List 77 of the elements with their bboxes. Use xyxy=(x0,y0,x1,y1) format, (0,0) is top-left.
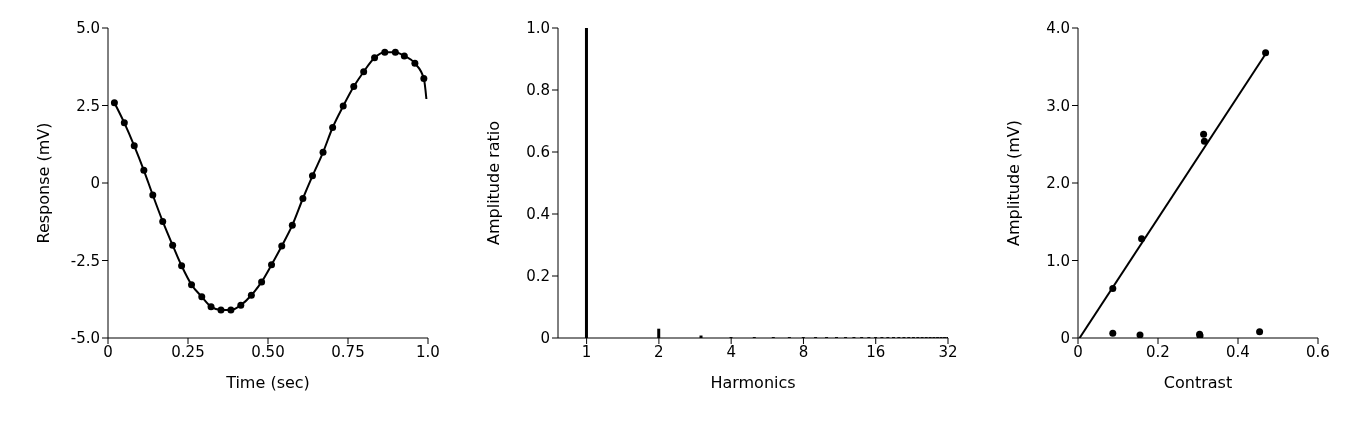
x-tick-label: 0.50 xyxy=(251,342,285,361)
y-tick-label: 0 xyxy=(540,329,550,348)
point xyxy=(1109,284,1117,292)
point xyxy=(217,306,225,314)
y-axis-title: Amplitude ratio xyxy=(483,121,503,245)
y-tick-label: 1.0 xyxy=(1046,251,1070,270)
x-tick-label: 4 xyxy=(726,342,736,361)
point xyxy=(178,262,186,270)
point xyxy=(278,242,286,250)
y-tick-label: 0.8 xyxy=(526,81,550,100)
point xyxy=(411,59,419,67)
point xyxy=(110,99,118,107)
point xyxy=(339,102,347,110)
y-tick-label: 0.6 xyxy=(526,143,550,162)
point xyxy=(420,75,428,83)
x-tick-label: 0.4 xyxy=(1226,342,1250,361)
x-axis-title: Contrast xyxy=(1163,373,1233,392)
x-tick-label: 0.2 xyxy=(1146,342,1170,361)
point xyxy=(1138,235,1146,243)
x-tick-label: 16 xyxy=(866,342,886,361)
x-tick-label: 0 xyxy=(1073,342,1083,361)
x-tick-label: 0.6 xyxy=(1306,342,1330,361)
point xyxy=(308,172,316,180)
point xyxy=(1109,329,1117,337)
point xyxy=(1200,137,1208,145)
point xyxy=(371,54,379,62)
y-axis-title: Amplitude (mV) xyxy=(1003,119,1023,247)
y-tick-label: -5.0 xyxy=(70,329,100,348)
point xyxy=(381,48,389,56)
x-tick-label: 32 xyxy=(938,342,958,361)
y-tick-label: 0.2 xyxy=(526,267,550,286)
point xyxy=(207,303,215,311)
point xyxy=(1262,49,1270,57)
point xyxy=(391,48,399,56)
x-tick-label: 0.25 xyxy=(171,342,205,361)
x-tick-label: 0 xyxy=(103,342,113,361)
y-tick-label: 0 xyxy=(90,174,100,193)
y-tick-label: 4.0 xyxy=(1046,19,1070,38)
x-tick-label: 1 xyxy=(581,342,592,361)
point xyxy=(149,191,157,199)
point xyxy=(188,281,196,289)
y-tick-label: -2.5 xyxy=(70,251,100,270)
point xyxy=(400,52,408,60)
point xyxy=(1136,331,1144,338)
point xyxy=(350,83,358,91)
x-tick-label: 0.75 xyxy=(331,342,365,361)
point xyxy=(237,301,245,309)
point xyxy=(169,241,177,249)
y-tick-label: 1.0 xyxy=(526,19,550,38)
y-tick-label: 0.4 xyxy=(526,205,550,224)
point xyxy=(268,261,276,269)
x-tick-label: 2 xyxy=(654,342,664,361)
point xyxy=(247,291,255,299)
x-axis-title: Harmonics xyxy=(710,373,796,392)
point xyxy=(120,119,128,127)
y-tick-label: 5.0 xyxy=(76,19,100,38)
y-axis-title: Response (mV) xyxy=(33,122,53,244)
y-tick-label: 0 xyxy=(1060,329,1070,348)
point xyxy=(319,148,327,156)
point xyxy=(159,217,167,225)
x-tick-label: 8 xyxy=(798,342,809,361)
point xyxy=(288,221,296,229)
point xyxy=(1200,130,1208,138)
y-tick-label: 2.0 xyxy=(1046,174,1070,193)
point xyxy=(299,195,307,202)
point xyxy=(198,293,206,301)
point xyxy=(227,306,235,314)
point xyxy=(360,68,368,76)
y-tick-label: 2.5 xyxy=(76,96,100,115)
point xyxy=(140,166,148,174)
x-axis-title: Time (sec) xyxy=(225,373,310,392)
point xyxy=(258,278,266,286)
point xyxy=(1256,328,1264,336)
y-tick-label: 3.0 xyxy=(1046,96,1070,115)
point xyxy=(130,142,138,150)
point xyxy=(329,124,337,132)
x-tick-label: 1.0 xyxy=(416,342,440,361)
